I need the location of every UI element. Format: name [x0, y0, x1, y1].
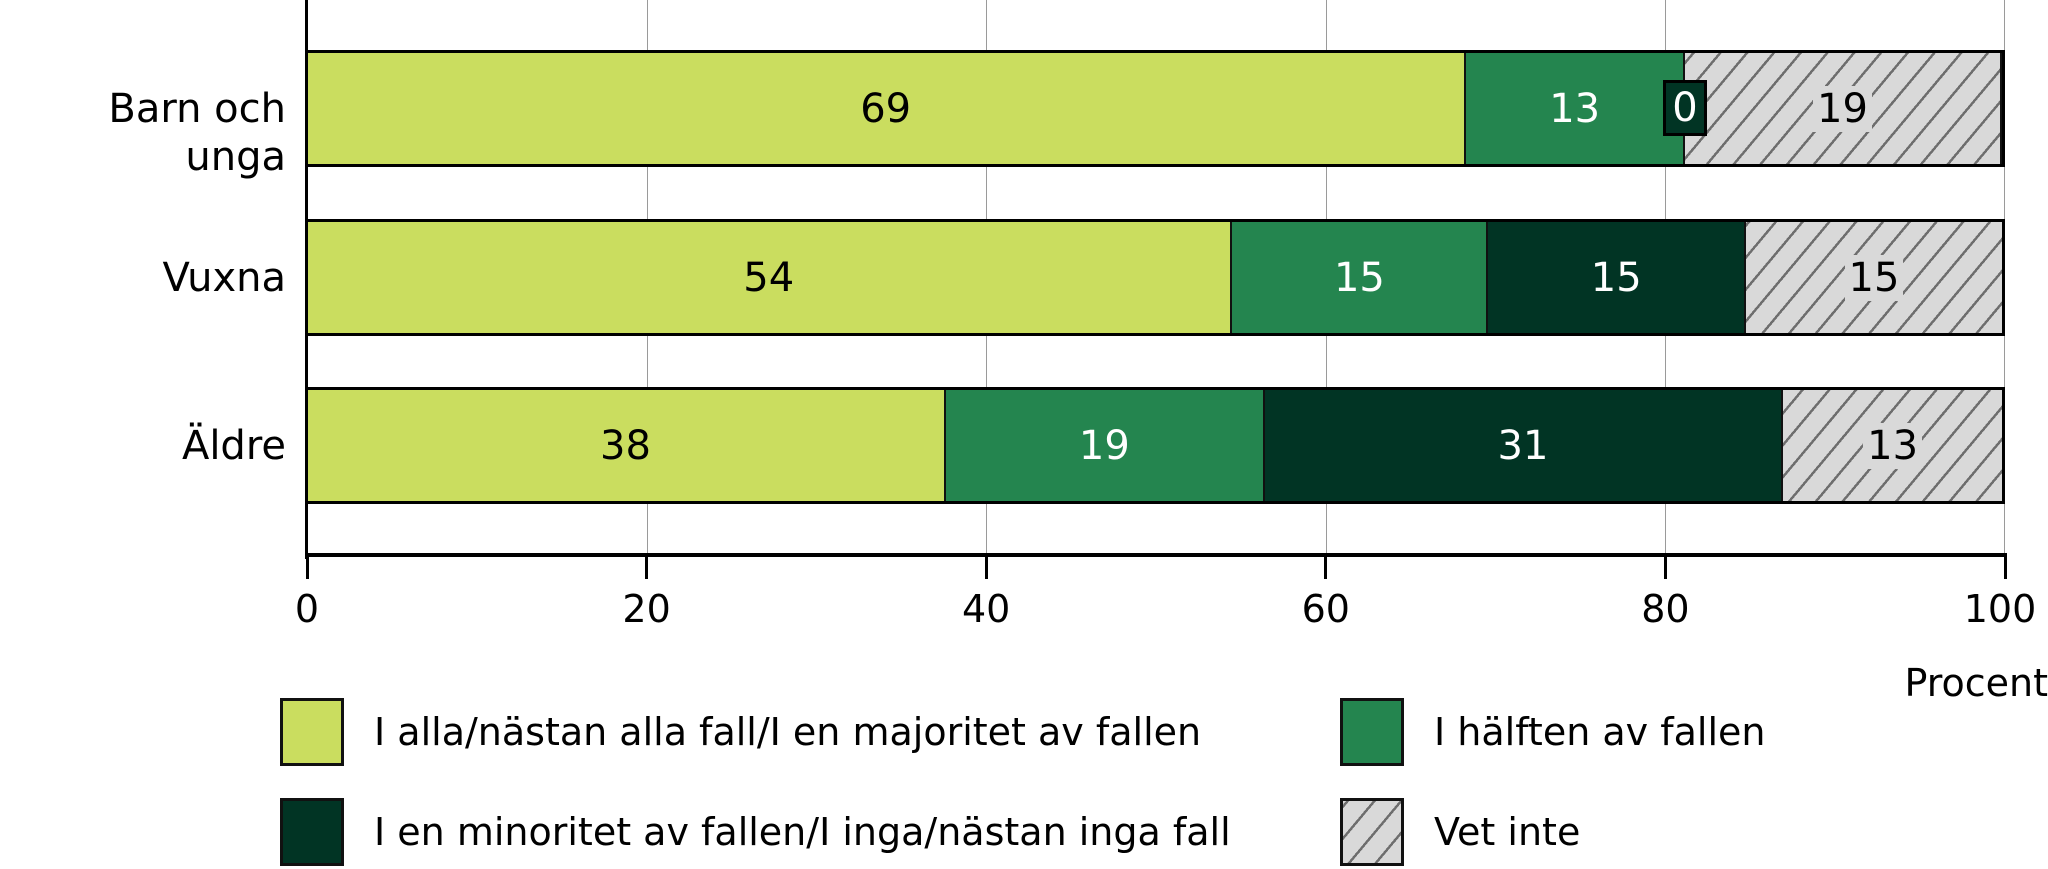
x-tick-label: 100	[1963, 587, 2037, 631]
legend-item-vet-inte: Vet inte	[1340, 797, 1580, 867]
x-tick-label: 0	[294, 587, 320, 631]
x-tick	[1663, 553, 1667, 579]
legend-swatch-dark-green	[280, 798, 344, 866]
bar-aldre: 38 19 31 13	[307, 387, 2005, 504]
segment-vet-inte: 13	[1783, 390, 2002, 501]
x-tick-label: 60	[1301, 587, 1350, 631]
value-label: 13	[1863, 422, 1923, 469]
row-label-aldre: Äldre	[181, 423, 286, 469]
value-label: 15	[1333, 254, 1385, 301]
row-label-vuxna: Vuxna	[162, 255, 286, 301]
legend-swatch-light-green	[280, 698, 344, 766]
segment-vet-inte: 15	[1746, 222, 2002, 333]
segment-half: 13	[1466, 53, 1686, 164]
x-tick	[2003, 553, 2007, 579]
value-label: 31	[1497, 422, 1549, 469]
segment-majority: 38	[307, 390, 946, 501]
legend-swatch-hatched-gray	[1340, 798, 1404, 866]
bar-barn-och-unga: 69 13 19 0	[307, 50, 2005, 167]
legend-item-half: I hälften av fallen	[1340, 697, 1765, 767]
x-tick	[645, 553, 649, 579]
value-label: 69	[860, 85, 912, 132]
legend-item-majority: I alla/nästan alla fall/I en majoritet a…	[280, 697, 1201, 767]
value-label: 19	[1813, 85, 1872, 132]
x-tick	[305, 553, 309, 579]
value-label: 38	[600, 422, 651, 469]
legend-label: Vet inte	[1434, 810, 1581, 854]
value-label: 0	[1672, 85, 1698, 131]
segment-half: 15	[1232, 222, 1489, 333]
x-tick	[1324, 553, 1328, 579]
legend-label: I alla/nästan alla fall/I en majoritet a…	[374, 710, 1202, 754]
value-label: 15	[1590, 254, 1642, 301]
segment-majority: 54	[307, 222, 1233, 333]
legend-item-minority: I en minoritet av fallen/I inga/nästan i…	[280, 797, 1231, 867]
value-label: 19	[1078, 422, 1130, 469]
segment-half: 19	[946, 390, 1265, 501]
segment-minority: 31	[1264, 390, 1784, 501]
x-tick-label: 40	[962, 587, 1011, 631]
segment-vet-inte: 19	[1685, 53, 2002, 164]
legend-label: I hälften av fallen	[1434, 710, 1766, 754]
bar-vuxna: 54 15 15 15	[307, 219, 2005, 336]
row-label-barn-och-unga: Barn och unga	[108, 86, 286, 180]
x-tick-label: 20	[622, 587, 671, 631]
value-label: 54	[743, 254, 795, 301]
x-axis-title: Procent	[1904, 661, 2048, 705]
segment-minority-zero-label: 0	[1663, 80, 1708, 136]
legend-label: I en minoritet av fallen/I inga/nästan i…	[374, 810, 1231, 854]
x-tick-label: 80	[1641, 587, 1690, 631]
segment-minority: 15	[1488, 222, 1747, 333]
x-tick	[984, 553, 988, 579]
x-axis-line	[305, 553, 2007, 557]
value-label: 13	[1549, 85, 1601, 132]
legend-swatch-green	[1340, 698, 1404, 766]
y-axis-line	[305, 0, 308, 559]
segment-majority: 69	[307, 53, 1467, 164]
value-label: 15	[1844, 254, 1904, 301]
